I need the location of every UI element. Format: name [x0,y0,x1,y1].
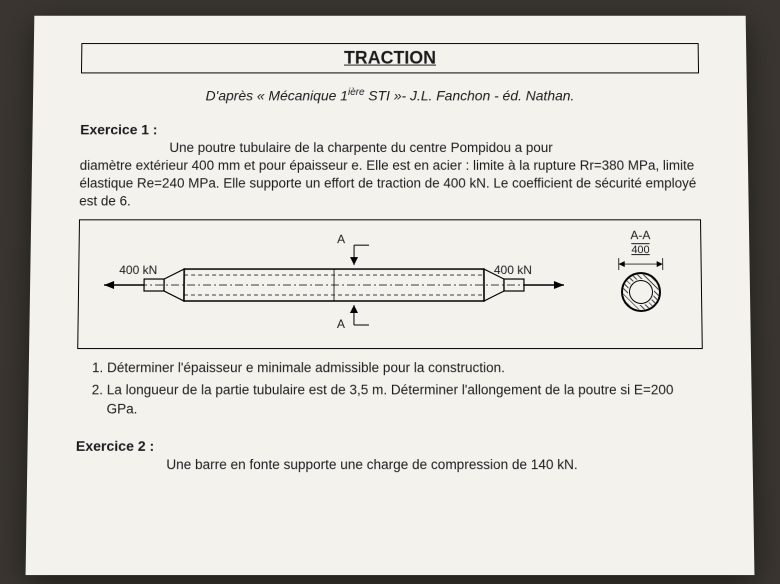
exercise2-label: Exercice 2 : [76,438,704,454]
title-box: TRACTION [81,43,699,73]
source-suffix: STI »- J.L. Fanchon - éd. Nathan. [364,88,574,104]
section-a-bottom: A [337,317,345,331]
exercise2-line1: Une barre en fonte supporte une charge d… [76,456,705,474]
question-1: Déterminer l'épaisseur e minimale admiss… [107,359,703,378]
tube-cross-section-icon [621,272,661,312]
questions-list: Déterminer l'épaisseur e minimale admiss… [76,359,703,420]
force-left-label: 400 kN [119,263,157,277]
beam-drawing: 400 kN 400 kN A A [98,235,569,335]
section-view: A-A 400 [600,228,681,312]
document-page: TRACTION D'après « Mécanique 1ière STI »… [26,16,755,575]
section-a-top: A [337,232,345,246]
source-sup: ière [348,87,365,98]
exercise1-line2: diamètre extérieur 400 mm et pour épaiss… [79,157,701,211]
hatch-fill [623,274,659,310]
beam-svg [98,235,569,335]
source-line: D'après « Mécanique 1ière STI »- J.L. Fa… [81,87,700,103]
source-prefix: D'après « Mécanique 1 [206,88,348,104]
section-aa-dim: 400 [601,244,681,256]
question-2: La longueur de la partie tubulaire est d… [106,382,703,420]
dim-arrows-icon [611,258,671,270]
force-right-label: 400 kN [494,263,532,277]
diagram-frame: 400 kN 400 kN A A A-A 400 [77,219,703,349]
exercise1-label: Exercice 1 : [80,121,700,137]
exercise1-line1: Une poutre tubulaire de la charpente du … [80,139,700,157]
page-title: TRACTION [344,48,436,68]
section-aa-label: A-A [600,228,680,242]
